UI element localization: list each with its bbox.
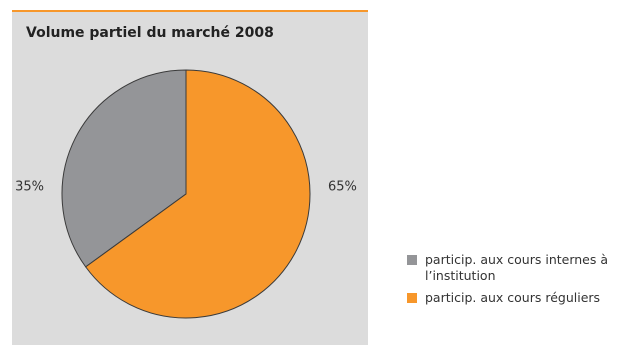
legend-swatch xyxy=(407,293,417,303)
legend: particip. aux cours internes à l’institu… xyxy=(404,252,619,312)
chart-title: Volume partiel du marché 2008 xyxy=(26,25,274,41)
pie-slice xyxy=(84,69,311,319)
legend-label: particip. aux cours internes à l’institu… xyxy=(425,252,609,283)
legend-item: particip. aux cours internes à l’institu… xyxy=(404,252,619,284)
panel-top-rule xyxy=(12,10,368,12)
slice-label: 65% xyxy=(328,180,357,195)
slice-label: 35% xyxy=(15,180,44,195)
legend-swatch xyxy=(407,255,417,265)
legend-item: particip. aux cours réguliers xyxy=(404,290,619,306)
pie-slice xyxy=(61,69,187,268)
legend-label: particip. aux cours réguliers xyxy=(425,290,601,305)
